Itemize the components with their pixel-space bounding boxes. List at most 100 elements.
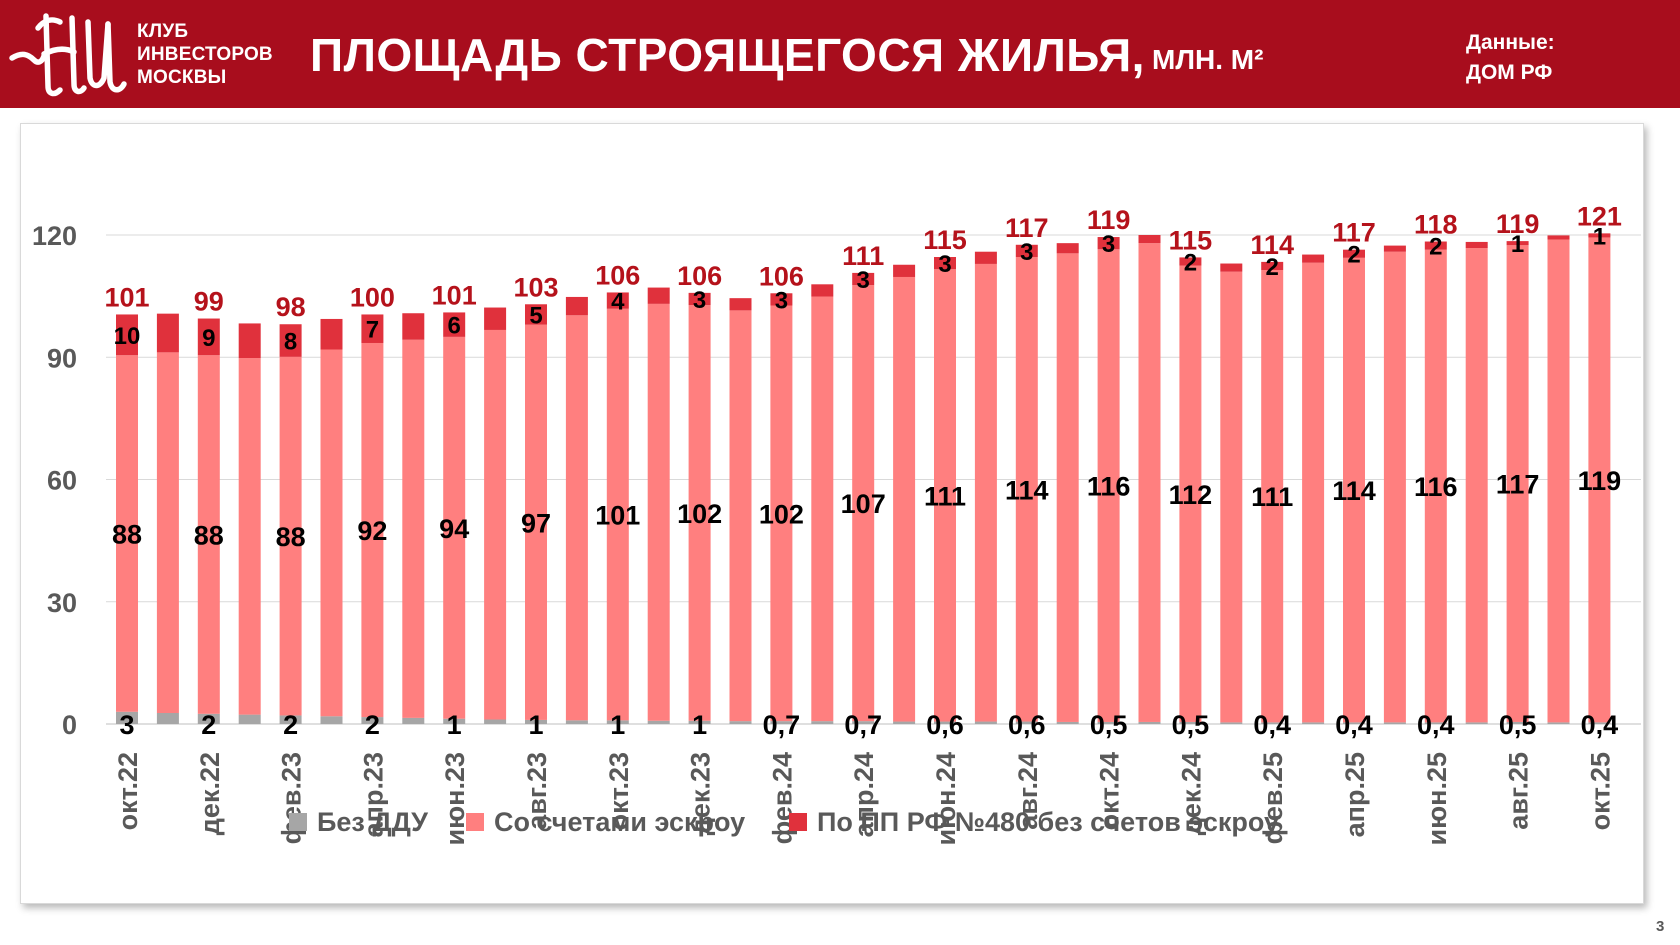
- bar-segment: [1097, 721, 1120, 724]
- x-tick-label: фев.25: [1258, 752, 1288, 844]
- data-label: 88: [194, 521, 224, 551]
- data-label: 107: [841, 489, 886, 519]
- data-source: Данные: ДОМ РФ: [1466, 28, 1555, 88]
- bar-segment: [811, 721, 834, 724]
- bar-segment: [1015, 257, 1038, 722]
- source-name: ДОМ РФ: [1466, 61, 1553, 84]
- legend-swatch: [289, 813, 307, 831]
- total-label: 101: [432, 280, 477, 310]
- x-tick-label: окт.23: [604, 752, 634, 830]
- bar-segment: [361, 342, 384, 718]
- bar-segment: [1383, 245, 1406, 252]
- bar-segment: [1056, 253, 1079, 722]
- bar-segment: [525, 304, 547, 325]
- bar-segment: [893, 721, 916, 724]
- bar-segment: [934, 721, 956, 724]
- bar-segment: [1302, 722, 1325, 724]
- data-label: 117: [1496, 470, 1540, 500]
- legend-label: Без ДДУ: [317, 807, 429, 837]
- bar-segment: [197, 355, 220, 714]
- y-tick-label: 0: [62, 710, 77, 740]
- total-label: 106: [677, 261, 722, 291]
- x-tick-label: дек.24: [1176, 752, 1206, 835]
- bar-segment: [1097, 249, 1120, 722]
- bar-segment: [729, 310, 752, 722]
- data-label: 0,4: [1417, 710, 1455, 740]
- data-label: 102: [677, 499, 722, 529]
- bar-segment: [320, 349, 343, 717]
- bar-segment: [1220, 722, 1243, 724]
- bar-segment: [1343, 257, 1365, 723]
- bar-segment: [934, 269, 956, 722]
- bar-segment: [402, 717, 425, 724]
- data-label: 102: [759, 499, 804, 529]
- data-label: 116: [1414, 472, 1458, 502]
- bar-segment: [361, 314, 384, 343]
- x-tick-label: окт.22: [113, 752, 143, 830]
- data-label: 2: [1429, 234, 1442, 261]
- bar-segment: [525, 719, 547, 724]
- bar-segment: [1220, 271, 1243, 723]
- data-label: 116: [1087, 472, 1131, 502]
- bar-segment: [852, 721, 875, 724]
- total-label: 100: [350, 282, 395, 312]
- bar-segment: [238, 323, 261, 359]
- bar-segment: [116, 314, 138, 356]
- data-label: 3: [119, 710, 134, 740]
- data-label: 0,7: [844, 710, 882, 740]
- bar-segment: [156, 313, 179, 353]
- total-label: 117: [1005, 213, 1049, 243]
- x-tick-label: июн.24: [931, 752, 961, 846]
- total-label: 114: [1250, 230, 1294, 260]
- x-tick-label: апр.24: [849, 752, 879, 837]
- total-label: 115: [1169, 225, 1213, 255]
- bar-segment: [647, 720, 670, 724]
- data-label: 5: [529, 302, 542, 329]
- bar-segment: [1506, 721, 1529, 724]
- data-label: 2: [283, 710, 298, 740]
- bar-segment: [1179, 257, 1202, 266]
- bar-segment: [565, 720, 588, 724]
- bar-segment: [197, 318, 220, 356]
- data-label: 0,6: [1008, 710, 1046, 740]
- bar-segment: [1302, 254, 1325, 263]
- y-tick-label: 60: [47, 466, 77, 496]
- data-label: 0,4: [1581, 710, 1619, 740]
- bars: [116, 233, 1611, 724]
- total-label: 118: [1414, 210, 1458, 240]
- data-label: 6: [448, 313, 461, 340]
- data-label: 2: [1266, 254, 1279, 281]
- chart-panel: 3 88 10 101 2 88 9 99 2 88 8 98 2 92 7 100 1 94 6 101 1 97 5 10…: [20, 123, 1644, 904]
- bar-segment: [606, 292, 629, 309]
- data-label: 111: [1251, 482, 1293, 512]
- bar-segment: [1465, 241, 1488, 249]
- x-tick-label: апр.25: [1340, 752, 1370, 837]
- data-label: 0,5: [1090, 710, 1128, 740]
- bar-segment: [279, 324, 302, 357]
- data-label: 111: [924, 481, 966, 511]
- page-title: ПЛОЩАДЬ СТРОЯЩЕГОСЯ ЖИЛЬЯ,: [310, 29, 1145, 81]
- bar-segment: [1138, 721, 1161, 724]
- bar-segment: [1261, 270, 1284, 723]
- data-label: 9: [202, 325, 215, 352]
- x-tick-label: авг.24: [1013, 752, 1043, 830]
- data-label: 0,6: [926, 710, 964, 740]
- data-label: 2: [365, 710, 380, 740]
- logo-line: МОСКВЫ: [137, 67, 227, 88]
- bar-segment: [1547, 239, 1570, 723]
- bar-segment: [1465, 722, 1488, 724]
- bar-segment: [1261, 722, 1284, 724]
- bar-segment: [934, 257, 956, 270]
- bar-segment: [770, 305, 793, 722]
- total-label: 98: [276, 292, 306, 322]
- bar-segment: [974, 721, 997, 724]
- bar-segment: [688, 305, 711, 721]
- data-label: 1: [447, 710, 462, 740]
- x-tick-label: окт.25: [1585, 752, 1615, 830]
- logo-line: КЛУБ: [137, 21, 189, 42]
- bar-segment: [770, 721, 793, 724]
- bar-segment: [1015, 721, 1038, 724]
- bar-segment: [729, 721, 752, 724]
- data-label: 1: [528, 710, 543, 740]
